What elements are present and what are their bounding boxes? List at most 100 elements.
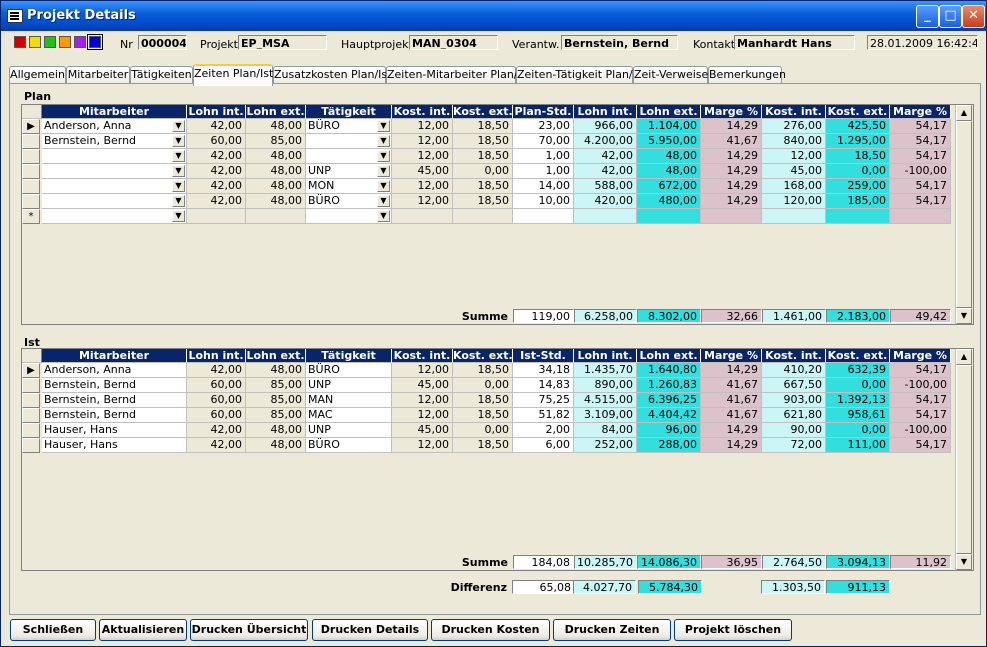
ist-cell-ist-std[interactable]: 14,83: [513, 378, 574, 393]
tab-zeiten-mitarbeiter-plan-ist[interactable]: Zeiten-Mitarbeiter Plan/Ist: [386, 66, 531, 84]
scroll-down-icon[interactable]: ▼: [956, 554, 972, 570]
dropdown-arrow-icon[interactable]: ▼: [172, 180, 185, 192]
plan-col-header[interactable]: Lohn ext.: [246, 105, 306, 119]
ist-cell-kost-int[interactable]: 12,00: [392, 438, 453, 453]
scroll-thumb[interactable]: [956, 365, 972, 554]
ist-col-header[interactable]: Kost. ext.: [453, 349, 513, 363]
plan-cell-tätigkeit[interactable]: ▼: [306, 134, 392, 149]
dropdown-arrow-icon[interactable]: ▼: [377, 135, 390, 147]
plan-cell-mitarbeiter[interactable]: Bernstein, Bernd ▼: [42, 134, 187, 149]
ist-col-header[interactable]: Kost. ext.: [826, 349, 890, 363]
tab-zeit-verweise[interactable]: Zeit-Verweise: [633, 66, 708, 84]
plan-row-selector[interactable]: *: [22, 209, 40, 224]
drucken-kosten-button[interactable]: Drucken Kosten: [431, 619, 550, 641]
plan-cell-kost-ext[interactable]: [453, 209, 513, 224]
dropdown-arrow-icon[interactable]: ▼: [172, 165, 185, 177]
minimize-button[interactable]: _: [916, 5, 939, 28]
ist-row-selector[interactable]: [22, 408, 40, 423]
dropdown-arrow-icon[interactable]: ▼: [377, 210, 390, 222]
plan-cell-kost-ext[interactable]: 18,50: [453, 149, 513, 164]
ist-row-selector[interactable]: [22, 423, 40, 438]
ist-col-header[interactable]: Kost. int.: [392, 349, 453, 363]
ist-col-header[interactable]: Lohn ext.: [246, 349, 306, 363]
plan-cell-mitarbeiter[interactable]: ▼: [42, 149, 187, 164]
drucken-zeiten-button[interactable]: Drucken Zeiten: [553, 619, 671, 641]
plan-row-selector[interactable]: ▶: [22, 119, 40, 134]
plan-col-header[interactable]: Plan-Std.: [513, 105, 574, 119]
ist-cell-kost-ext[interactable]: 18,50: [453, 408, 513, 423]
plan-cell-lohn-ext[interactable]: 48,00: [246, 119, 306, 134]
ist-cell-lohn-int[interactable]: 60,00: [187, 378, 246, 393]
ist-cell-kost-ext[interactable]: 0,00: [453, 423, 513, 438]
plan-col-header[interactable]: Kost. int.: [392, 105, 453, 119]
plan-cell-lohn-ext[interactable]: 48,00: [246, 149, 306, 164]
tab-allgemein[interactable]: Allgemein: [9, 66, 66, 84]
plan-col-header[interactable]: Lohn int.: [187, 105, 246, 119]
ist-cell-mitarbeiter[interactable]: Hauser, Hans: [42, 423, 187, 438]
ist-cell-kost-ext[interactable]: 18,50: [453, 393, 513, 408]
ist-cell-lohn-int[interactable]: 42,00: [187, 363, 246, 378]
plan-cell-mitarbeiter[interactable]: Anderson, Anna ▼: [42, 119, 187, 134]
schließen-button[interactable]: Schließen: [10, 619, 96, 641]
ist-cell-lohn-int[interactable]: 60,00: [187, 393, 246, 408]
ist-cell-ist-std[interactable]: 6,00: [513, 438, 574, 453]
plan-col-header[interactable]: Marge %: [701, 105, 762, 119]
plan-cell-plan-std[interactable]: 14,00: [513, 179, 574, 194]
drucken-details-button[interactable]: Drucken Details: [312, 619, 428, 641]
plan-row-selector[interactable]: [22, 134, 40, 149]
plan-col-header[interactable]: Kost. ext.: [826, 105, 890, 119]
plan-cell-kost-int[interactable]: 12,00: [392, 119, 453, 134]
dropdown-arrow-icon[interactable]: ▼: [377, 150, 390, 162]
ist-col-header[interactable]: Kost. int.: [762, 349, 826, 363]
scroll-up-icon[interactable]: ▲: [956, 105, 972, 121]
plan-cell-mitarbeiter[interactable]: ▼: [42, 194, 187, 209]
ist-vertical-scrollbar[interactable]: ▲ ▼: [955, 349, 972, 570]
ist-col-header[interactable]: Lohn int.: [187, 349, 246, 363]
aktualisieren-button[interactable]: Aktualisieren: [99, 619, 187, 641]
plan-cell-lohn-ext[interactable]: [246, 209, 306, 224]
tab-zeiten-plan-ist[interactable]: Zeiten Plan/Ist: [193, 64, 273, 86]
plan-cell-lohn-int[interactable]: 42,00: [187, 194, 246, 209]
ist-cell-lohn-int[interactable]: 60,00: [187, 408, 246, 423]
plan-cell-lohn-ext[interactable]: 48,00: [246, 194, 306, 209]
ist-cell-mitarbeiter[interactable]: Hauser, Hans: [42, 438, 187, 453]
plan-cell-lohn-int[interactable]: [187, 209, 246, 224]
dropdown-arrow-icon[interactable]: ▼: [172, 195, 185, 207]
color-swatch[interactable]: [87, 34, 103, 50]
color-swatch[interactable]: [44, 36, 56, 48]
color-swatch[interactable]: [59, 36, 71, 48]
kontakt-field[interactable]: Manhardt Hans: [734, 35, 855, 50]
plan-cell-kost-ext[interactable]: 18,50: [453, 119, 513, 134]
projekt-löschen-button[interactable]: Projekt löschen: [674, 619, 792, 641]
ist-cell-ist-std[interactable]: 75,25: [513, 393, 574, 408]
scroll-thumb[interactable]: [956, 121, 972, 308]
plan-col-header[interactable]: Marge %: [890, 105, 951, 119]
plan-cell-kost-ext[interactable]: 18,50: [453, 134, 513, 149]
dropdown-arrow-icon[interactable]: ▼: [172, 150, 185, 162]
plan-cell-tätigkeit[interactable]: UNP ▼: [306, 164, 392, 179]
plan-vertical-scrollbar[interactable]: ▲ ▼: [955, 105, 972, 324]
ist-cell-tätigkeit[interactable]: UNP: [306, 423, 392, 438]
ist-col-header[interactable]: Marge %: [890, 349, 951, 363]
scroll-down-icon[interactable]: ▼: [956, 308, 972, 324]
ist-row-selector[interactable]: ▶: [22, 363, 40, 378]
plan-cell-lohn-int[interactable]: 42,00: [187, 119, 246, 134]
ist-cell-kost-int[interactable]: 12,00: [392, 393, 453, 408]
ist-cell-lohn-ext[interactable]: 85,00: [246, 378, 306, 393]
plan-cell-lohn-int[interactable]: 42,00: [187, 179, 246, 194]
plan-col-header[interactable]: Tätigkeit: [306, 105, 392, 119]
plan-cell-lohn-ext[interactable]: 85,00: [246, 134, 306, 149]
ist-cell-kost-ext[interactable]: 18,50: [453, 438, 513, 453]
ist-cell-lohn-ext[interactable]: 48,00: [246, 363, 306, 378]
ist-cell-kost-int[interactable]: 12,00: [392, 363, 453, 378]
ist-cell-tätigkeit[interactable]: MAC: [306, 408, 392, 423]
plan-col-header[interactable]: Lohn ext.: [637, 105, 701, 119]
title-bar[interactable]: Projekt Details _ □ ✕: [1, 1, 986, 31]
ist-row-selector[interactable]: [22, 378, 40, 393]
ist-cell-kost-int[interactable]: 45,00: [392, 423, 453, 438]
plan-cell-plan-std[interactable]: [513, 209, 574, 224]
drucken-übersicht-button[interactable]: Drucken Übersicht: [190, 619, 308, 641]
dropdown-arrow-icon[interactable]: ▼: [172, 210, 185, 222]
ist-cell-tätigkeit[interactable]: BÜRO: [306, 363, 392, 378]
ist-cell-lohn-ext[interactable]: 85,00: [246, 393, 306, 408]
